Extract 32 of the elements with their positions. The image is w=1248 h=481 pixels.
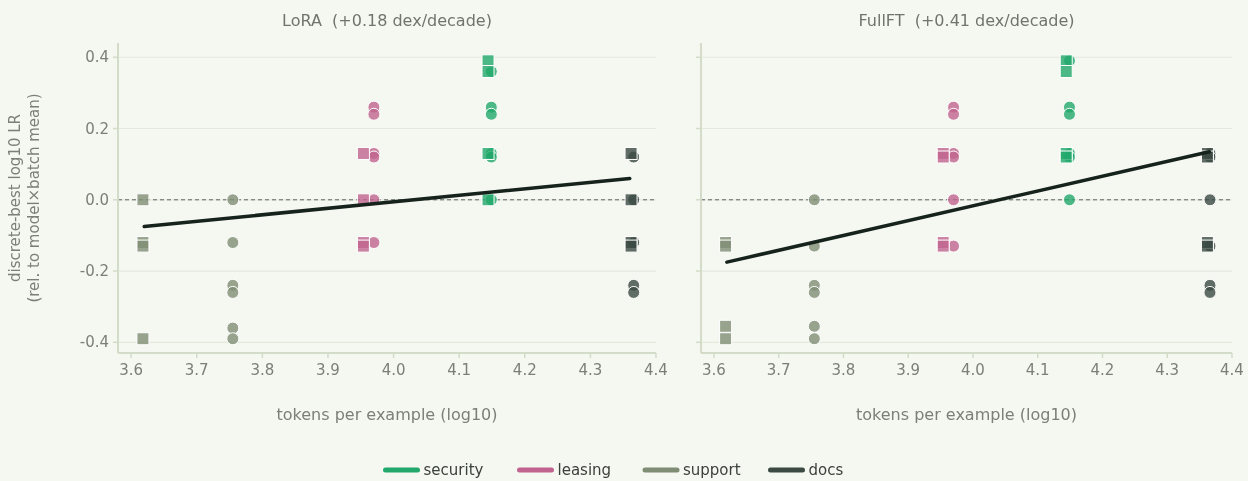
legend-label: docs: [808, 461, 844, 479]
x-tick-label: 4.4: [1220, 361, 1244, 379]
x-tick-label: 3.9: [896, 361, 921, 379]
legend-label: security: [423, 461, 484, 479]
legend-label: support: [683, 461, 741, 479]
x-tick-label: 3.8: [250, 361, 275, 379]
x-tick-label: 3.6: [119, 361, 144, 379]
y-axis-title: discrete-best log10 LR (rel. to model×batch mean): [6, 93, 43, 303]
x-tick-label: 4.4: [644, 361, 668, 379]
x-tick-label: 3.6: [702, 361, 726, 379]
x-axis-title: tokens per example (log10): [276, 405, 498, 424]
x-tick-label: 3.9: [316, 361, 340, 379]
chart-title: FullFT (+0.41 dex/decade): [858, 11, 1075, 30]
y-tick-label: 0.4: [85, 48, 109, 67]
chart-title: LoRA (+0.18 dex/decade): [282, 11, 492, 30]
x-tick-label: 3.7: [184, 361, 209, 379]
y-tick-label: -0.2: [79, 262, 109, 281]
x-axis-title: tokens per example (log10): [855, 405, 1078, 424]
x-tick-label: 3.7: [766, 361, 791, 379]
legend-label: leasing: [557, 461, 612, 479]
x-tick-label: 4.3: [578, 361, 603, 379]
x-tick-label: 4.0: [961, 361, 985, 379]
y-tick-label: 0.0: [85, 190, 109, 209]
x-tick-label: 4.0: [381, 361, 406, 379]
x-tick-label: 4.3: [1155, 361, 1180, 379]
x-tick-label: 4.1: [1025, 361, 1050, 379]
x-tick-label: 4.2: [1090, 361, 1115, 379]
x-tick-label: 3.8: [831, 361, 856, 379]
x-tick-label: 4.1: [447, 361, 472, 379]
y-tick-label: -0.4: [79, 333, 109, 352]
x-tick-label: 4.2: [512, 361, 537, 379]
y-tick-label: 0.2: [85, 119, 109, 138]
